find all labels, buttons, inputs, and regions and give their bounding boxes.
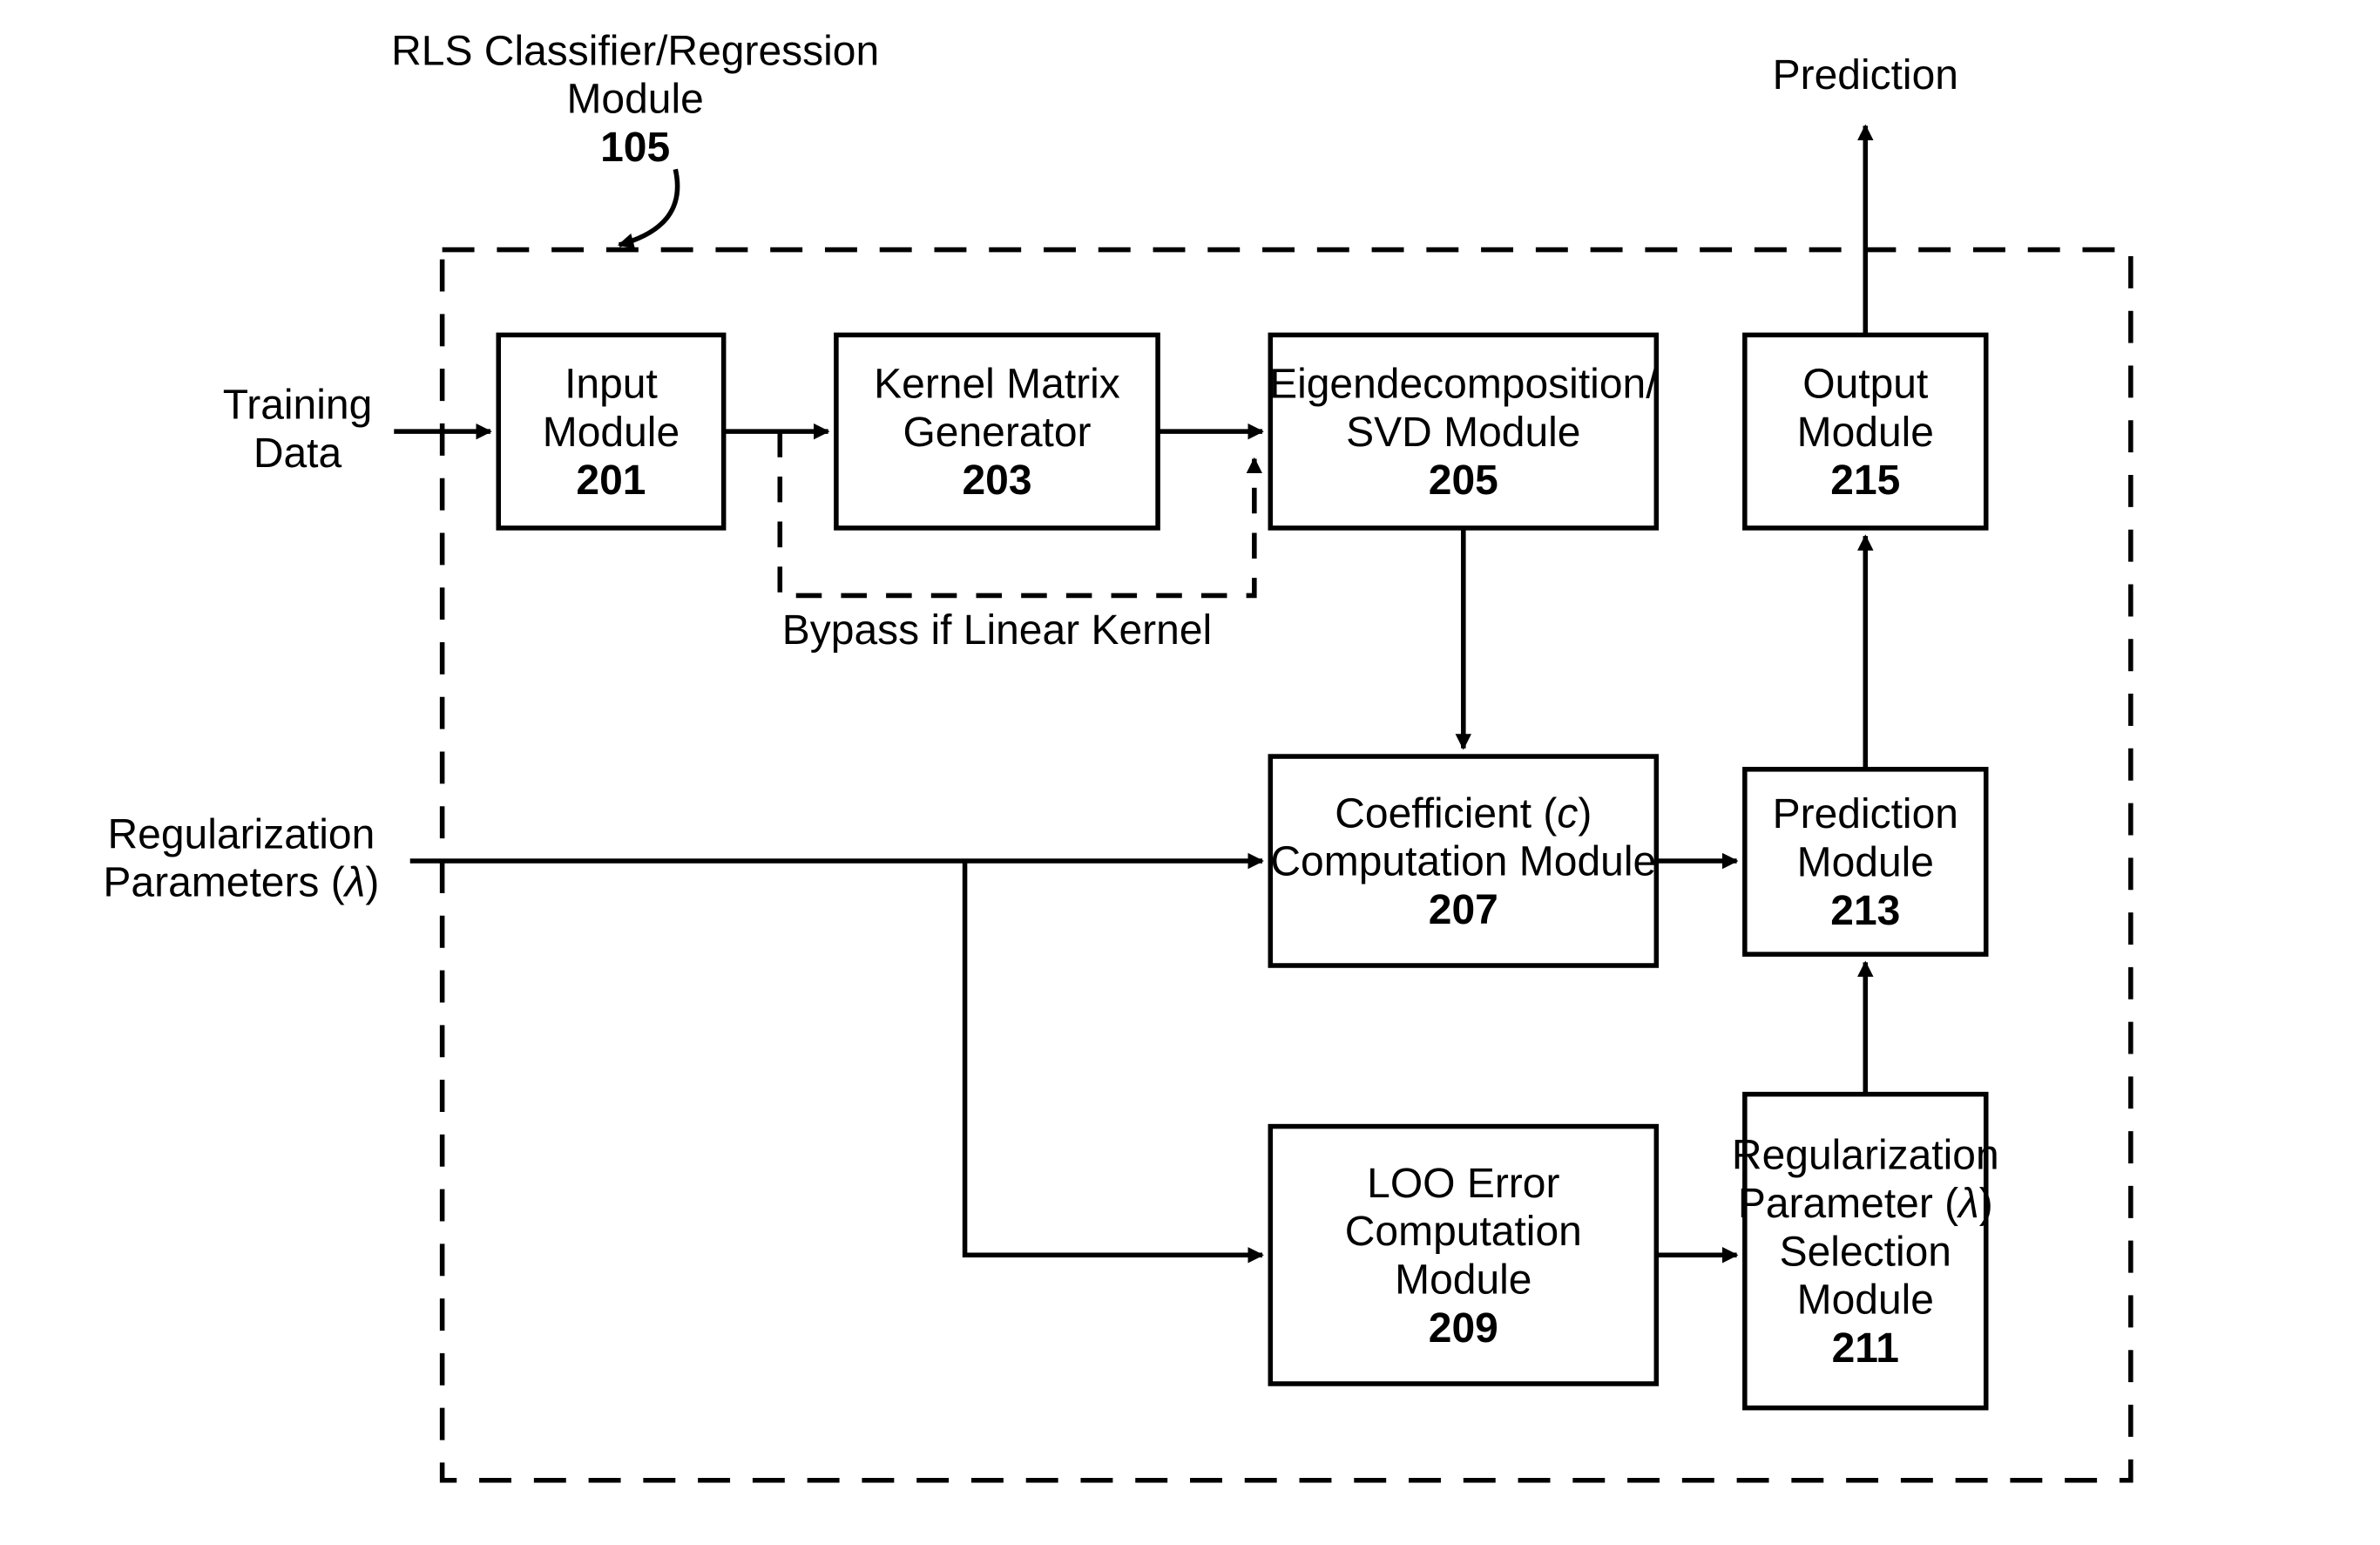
training-data-label: Training xyxy=(223,382,373,428)
reg-params-label: Parameters (λ) xyxy=(103,860,379,906)
bypass-path xyxy=(780,431,1254,595)
container-title-number: 105 xyxy=(600,125,670,171)
prediction-module-box-label: Module xyxy=(1797,840,1934,886)
loo-error-computation-box-label: LOO Error xyxy=(1367,1161,1559,1207)
training-data-label: Data xyxy=(254,430,342,477)
input-module-box-label: Module xyxy=(543,410,680,456)
coefficient-computation-box-number: 207 xyxy=(1429,887,1498,933)
coefficient-computation-box-label: Coefficient (c) xyxy=(1335,790,1592,837)
input-module-box-number: 201 xyxy=(576,457,646,504)
eigendecomposition-svd-box-number: 205 xyxy=(1429,457,1498,504)
kernel-matrix-generator-box-label: Generator xyxy=(903,410,1091,456)
diagram-root: RLS Classifier/RegressionModule105Traini… xyxy=(0,0,2380,1545)
coefficient-computation-box-label: Computation Module xyxy=(1270,839,1656,885)
reg-param-selection-box-label: Selection xyxy=(1780,1229,1951,1275)
output-module-box-label: Output xyxy=(1802,361,1928,407)
reg-param-selection-box-label: Regularization xyxy=(1732,1133,1999,1179)
reg-params-label: Regularization xyxy=(108,811,375,857)
container-title-line1: RLS Classifier/Regression xyxy=(391,28,879,74)
reg-param-selection-box-label: Module xyxy=(1797,1277,1934,1324)
kernel-matrix-generator-box-label: Kernel Matrix xyxy=(874,361,1120,407)
kernel-matrix-generator-box-number: 203 xyxy=(962,457,1031,504)
arrow-reg-to-loo xyxy=(965,861,1263,1255)
loo-error-computation-box-label: Module xyxy=(1395,1257,1531,1304)
eigendecomposition-svd-box-label: Eigendecomposition/ xyxy=(1269,361,1658,407)
bypass-label: Bypass if Linear Kernel xyxy=(782,607,1212,654)
loo-error-computation-box-number: 209 xyxy=(1429,1305,1498,1352)
prediction-label: Prediction xyxy=(1773,52,1958,98)
eigendecomposition-svd-box-label: SVD Module xyxy=(1346,410,1580,456)
output-module-box-number: 215 xyxy=(1830,457,1900,504)
container-title-line2: Module xyxy=(566,77,703,123)
title-pointer xyxy=(619,169,678,245)
prediction-module-box-number: 213 xyxy=(1830,888,1900,934)
input-module-box-label: Input xyxy=(565,361,658,407)
reg-param-selection-box-number: 211 xyxy=(1832,1325,1899,1372)
output-module-box-label: Module xyxy=(1797,410,1934,456)
prediction-module-box-label: Prediction xyxy=(1773,791,1958,837)
loo-error-computation-box-label: Computation xyxy=(1345,1209,1582,1255)
diagram-svg: RLS Classifier/RegressionModule105Traini… xyxy=(0,0,2380,1545)
reg-param-selection-box-label: Parameter (λ) xyxy=(1738,1181,1993,1227)
